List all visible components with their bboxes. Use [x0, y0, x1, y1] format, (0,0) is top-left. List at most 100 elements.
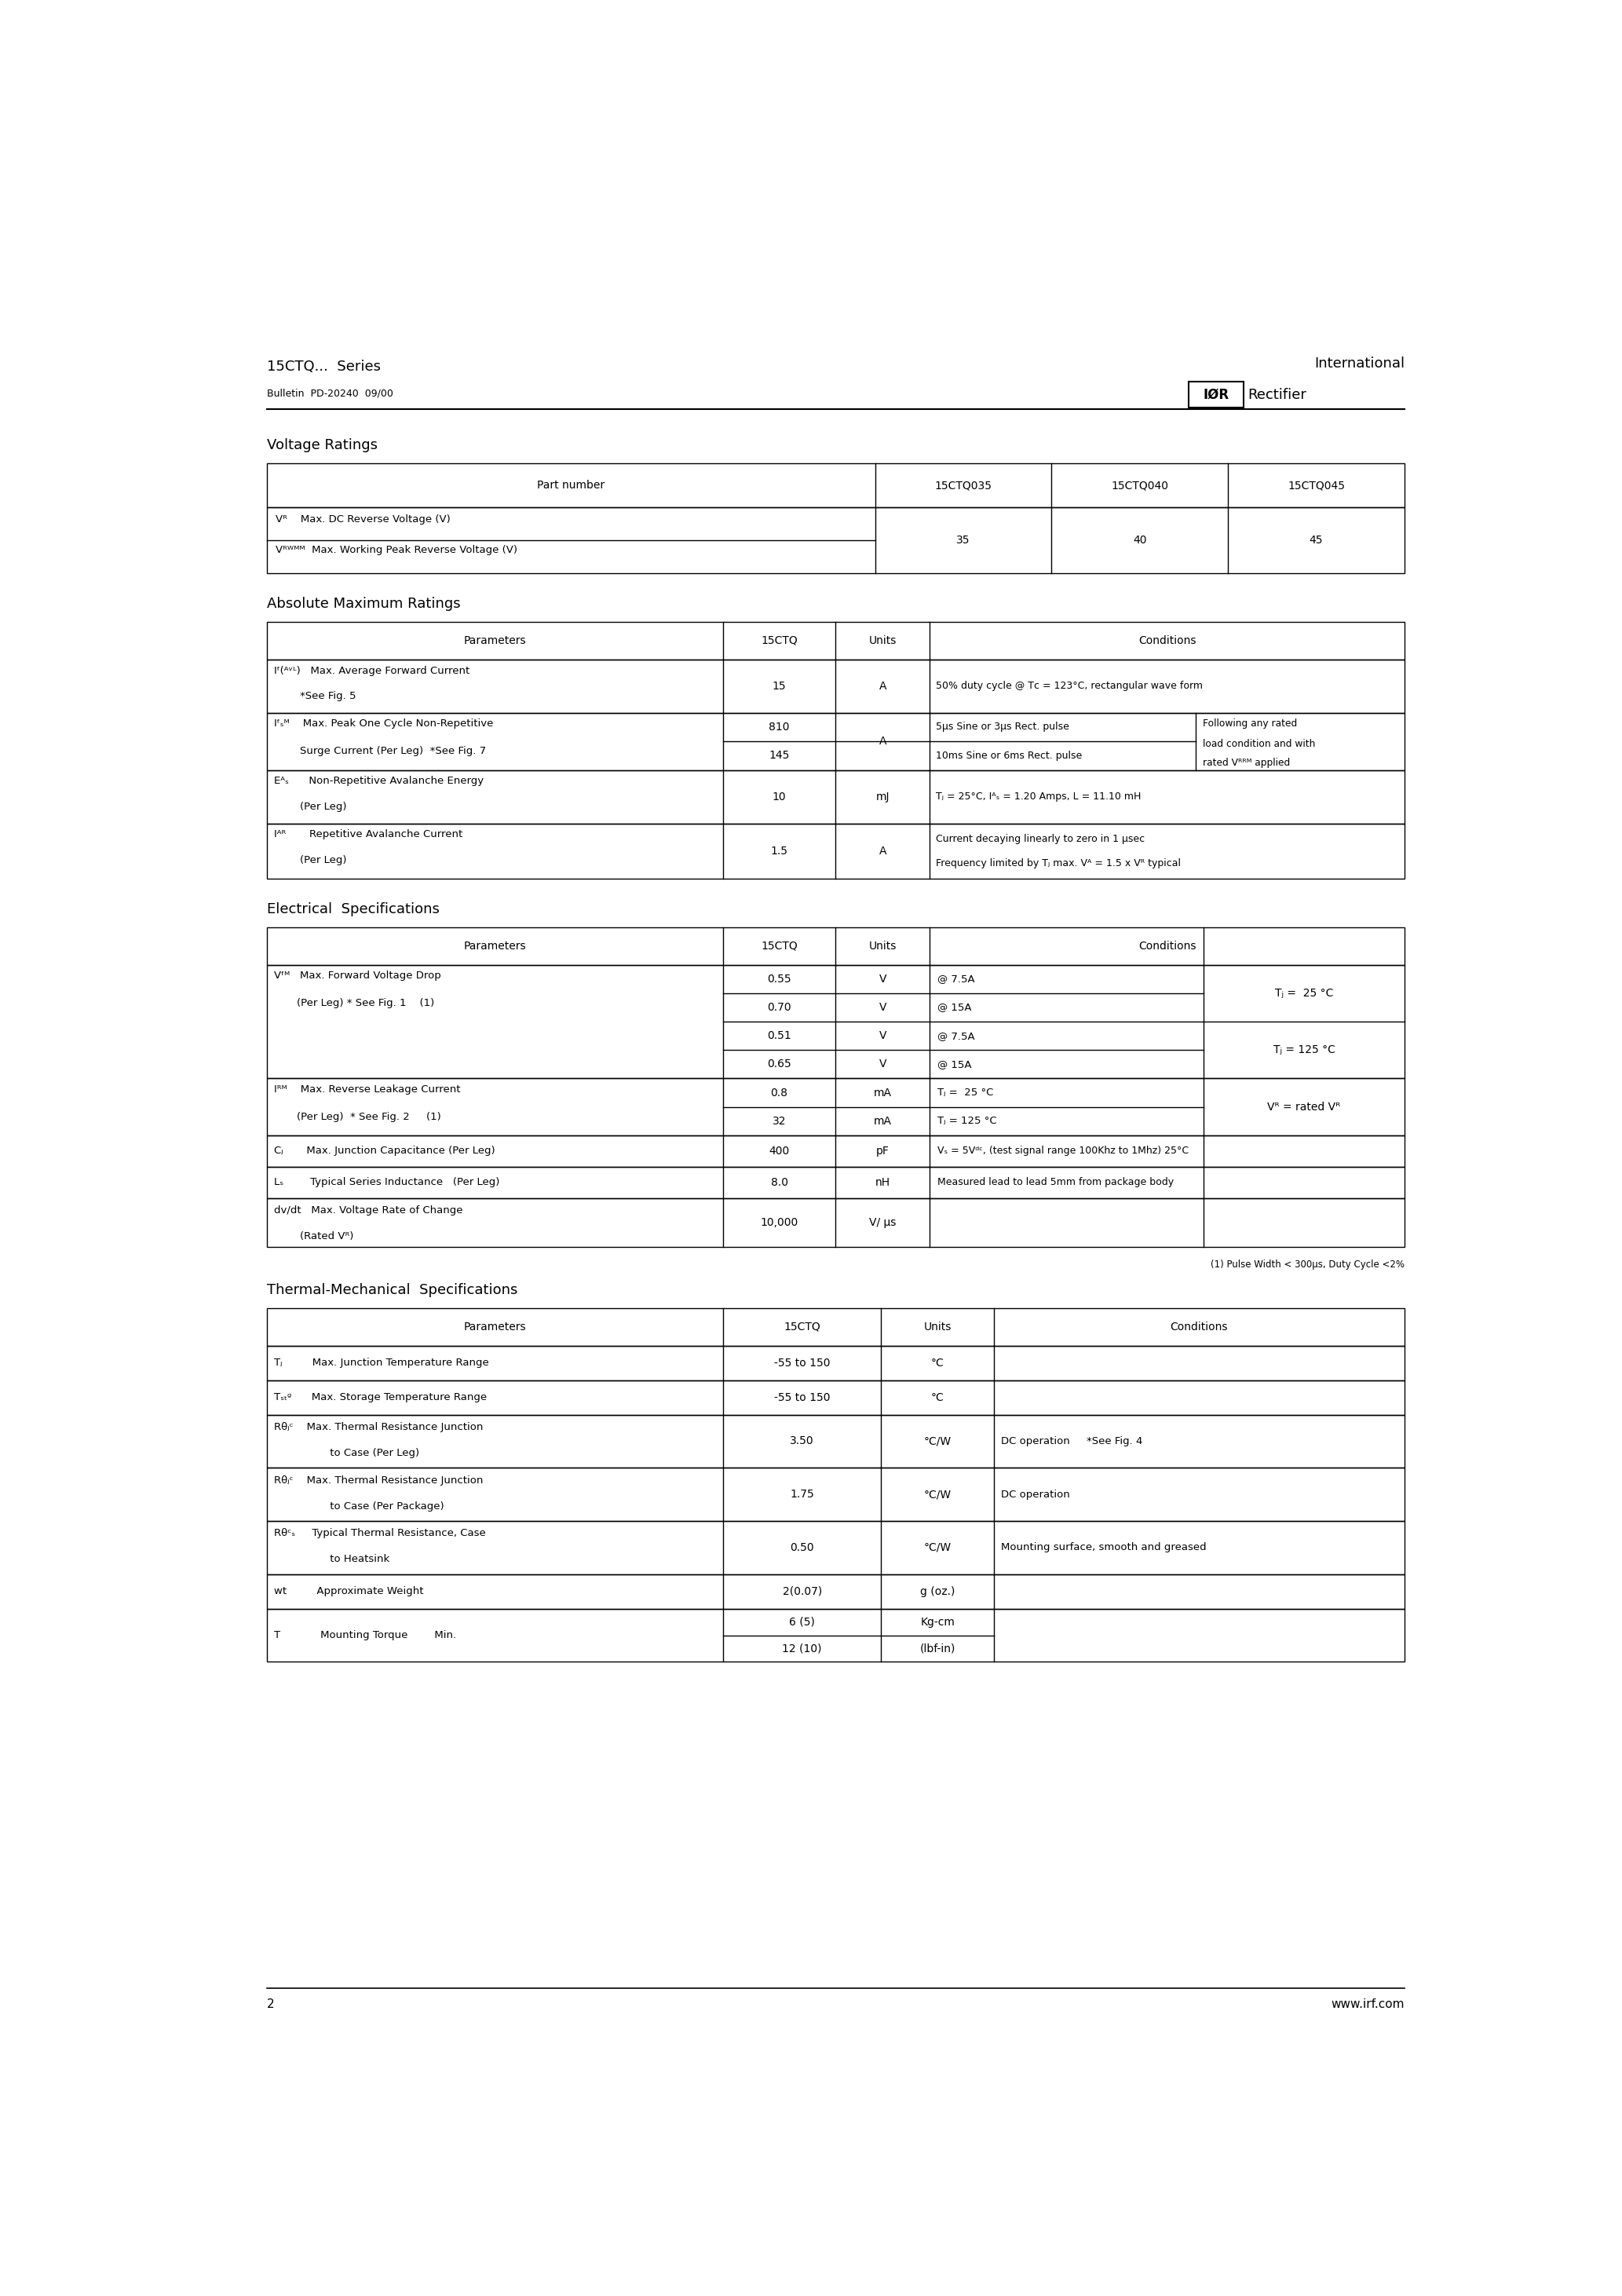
Text: 2(0.07): 2(0.07)	[782, 1587, 822, 1598]
Bar	[1189, 381, 1242, 406]
Text: -55 to 150: -55 to 150	[774, 1357, 830, 1368]
Text: Iᶠ(ᴬᵛᴸ)   Max. Average Forward Current: Iᶠ(ᴬᵛᴸ) Max. Average Forward Current	[274, 666, 470, 675]
Text: 8.0: 8.0	[770, 1178, 788, 1187]
Text: Measured lead to lead 5mm from package body: Measured lead to lead 5mm from package b…	[938, 1178, 1174, 1187]
Bar	[266, 964, 1405, 1079]
Text: Surge Current (Per Leg)  *See Fig. 7: Surge Current (Per Leg) *See Fig. 7	[300, 746, 487, 755]
Text: Tⱼ = 125 °C: Tⱼ = 125 °C	[938, 1116, 996, 1127]
Bar	[266, 622, 1405, 659]
Bar	[266, 1199, 1405, 1247]
Text: to Case (Per Leg): to Case (Per Leg)	[300, 1449, 420, 1458]
Text: Rθⱼᶜ    Max. Thermal Resistance Junction: Rθⱼᶜ Max. Thermal Resistance Junction	[274, 1421, 483, 1433]
Text: @ 15A: @ 15A	[938, 1003, 972, 1013]
Bar	[266, 1414, 1405, 1467]
Text: A: A	[879, 680, 886, 691]
Text: to Heatsink: to Heatsink	[300, 1554, 389, 1564]
Text: Voltage Ratings: Voltage Ratings	[266, 439, 378, 452]
Text: International: International	[1314, 356, 1405, 370]
Bar	[266, 464, 1405, 507]
Text: (Per Leg): (Per Leg)	[300, 854, 347, 866]
Text: V: V	[879, 1031, 886, 1042]
Text: Iᴿᴹ    Max. Reverse Leakage Current: Iᴿᴹ Max. Reverse Leakage Current	[274, 1084, 461, 1095]
Text: Rectifier: Rectifier	[1247, 388, 1307, 402]
Text: Vᴿ    Max. DC Reverse Voltage (V): Vᴿ Max. DC Reverse Voltage (V)	[276, 514, 451, 523]
Text: Tⱼ = 125 °C: Tⱼ = 125 °C	[1273, 1045, 1335, 1056]
Text: Tₛₜᵍ      Max. Storage Temperature Range: Tₛₜᵍ Max. Storage Temperature Range	[274, 1391, 487, 1403]
Text: IØR: IØR	[1204, 388, 1229, 402]
Bar	[266, 712, 1405, 769]
Text: Iᶠₛᴹ    Max. Peak One Cycle Non-Repetitive: Iᶠₛᴹ Max. Peak One Cycle Non-Repetitive	[274, 719, 493, 728]
Text: 810: 810	[769, 721, 790, 732]
Text: to Case (Per Package): to Case (Per Package)	[300, 1502, 444, 1511]
Text: °C/W: °C/W	[923, 1543, 950, 1552]
Text: 10ms Sine or 6ms Rect. pulse: 10ms Sine or 6ms Rect. pulse	[936, 751, 1082, 760]
Text: Rθⱼᶜ    Max. Thermal Resistance Junction: Rθⱼᶜ Max. Thermal Resistance Junction	[274, 1474, 483, 1486]
Bar	[266, 824, 1405, 879]
Text: Eᴬₛ      Non-Repetitive Avalanche Energy: Eᴬₛ Non-Repetitive Avalanche Energy	[274, 776, 483, 785]
Text: Conditions: Conditions	[1139, 636, 1195, 645]
Text: Part number: Part number	[537, 480, 605, 491]
Text: 400: 400	[769, 1146, 790, 1157]
Text: (Per Leg): (Per Leg)	[300, 801, 347, 813]
Text: 15CTQ...  Series: 15CTQ... Series	[266, 360, 381, 374]
Text: g (oz.): g (oz.)	[920, 1587, 955, 1598]
Text: *See Fig. 5: *See Fig. 5	[300, 691, 357, 700]
Text: load condition and with: load condition and with	[1204, 739, 1315, 748]
Bar	[266, 928, 1405, 964]
Text: Parameters: Parameters	[464, 1322, 526, 1332]
Text: wt         Approximate Weight: wt Approximate Weight	[274, 1587, 423, 1596]
Text: 3.50: 3.50	[790, 1435, 814, 1446]
Text: 1.75: 1.75	[790, 1488, 814, 1499]
Text: °C/W: °C/W	[923, 1488, 950, 1499]
Text: Units: Units	[923, 1322, 952, 1332]
Text: pF: pF	[876, 1146, 889, 1157]
Text: V: V	[879, 1058, 886, 1070]
Bar	[266, 1520, 1405, 1575]
Text: Kg-cm: Kg-cm	[920, 1616, 955, 1628]
Text: Following any rated: Following any rated	[1204, 719, 1298, 728]
Text: 0.70: 0.70	[767, 1001, 792, 1013]
Bar	[266, 1345, 1405, 1380]
Text: dv/dt   Max. Voltage Rate of Change: dv/dt Max. Voltage Rate of Change	[274, 1205, 462, 1215]
Bar	[266, 1166, 1405, 1199]
Text: V: V	[879, 974, 886, 985]
Text: Vᴿ = rated Vᴿ: Vᴿ = rated Vᴿ	[1267, 1102, 1341, 1111]
Text: °C: °C	[931, 1357, 944, 1368]
Text: (1) Pulse Width < 300μs, Duty Cycle <2%: (1) Pulse Width < 300μs, Duty Cycle <2%	[1210, 1261, 1405, 1270]
Bar	[266, 507, 1405, 574]
Text: Rθᶜₛ     Typical Thermal Resistance, Case: Rθᶜₛ Typical Thermal Resistance, Case	[274, 1529, 485, 1538]
Text: Bulletin  PD-20240  09/00: Bulletin PD-20240 09/00	[266, 388, 393, 400]
Text: 15CTQ035: 15CTQ035	[934, 480, 993, 491]
Text: Cⱼ       Max. Junction Capacitance (Per Leg): Cⱼ Max. Junction Capacitance (Per Leg)	[274, 1146, 495, 1157]
Text: T            Mounting Torque        Min.: T Mounting Torque Min.	[274, 1630, 456, 1639]
Text: rated Vᴿᴿᴹ applied: rated Vᴿᴿᴹ applied	[1204, 758, 1289, 767]
Text: 10,000: 10,000	[761, 1217, 798, 1228]
Text: Iᴬᴿ       Repetitive Avalanche Current: Iᴬᴿ Repetitive Avalanche Current	[274, 829, 462, 840]
Text: Tⱼ         Max. Junction Temperature Range: Tⱼ Max. Junction Temperature Range	[274, 1357, 488, 1368]
Text: Tⱼ =  25 °C: Tⱼ = 25 °C	[938, 1088, 993, 1097]
Text: 0.51: 0.51	[767, 1031, 792, 1042]
Bar	[266, 1309, 1405, 1345]
Text: 15CTQ: 15CTQ	[783, 1322, 821, 1332]
Bar	[266, 1134, 1405, 1166]
Text: 0.65: 0.65	[767, 1058, 792, 1070]
Text: 1.5: 1.5	[770, 845, 788, 856]
Text: Current decaying linearly to zero in 1 μsec: Current decaying linearly to zero in 1 μ…	[936, 833, 1145, 845]
Text: Vᶠᴹ   Max. Forward Voltage Drop: Vᶠᴹ Max. Forward Voltage Drop	[274, 971, 441, 980]
Text: V/ μs: V/ μs	[869, 1217, 897, 1228]
Text: A: A	[879, 737, 886, 746]
Text: DC operation     *See Fig. 4: DC operation *See Fig. 4	[1001, 1435, 1142, 1446]
Text: 32: 32	[772, 1116, 787, 1127]
Text: Mounting surface, smooth and greased: Mounting surface, smooth and greased	[1001, 1543, 1207, 1552]
Text: 15: 15	[772, 680, 787, 691]
Text: Conditions: Conditions	[1169, 1322, 1228, 1332]
Text: Lₛ        Typical Series Inductance   (Per Leg): Lₛ Typical Series Inductance (Per Leg)	[274, 1178, 500, 1187]
Bar	[266, 1609, 1405, 1662]
Text: (lbf-in): (lbf-in)	[920, 1644, 955, 1653]
Text: 0.8: 0.8	[770, 1088, 788, 1097]
Text: 0.50: 0.50	[790, 1543, 814, 1552]
Text: 45: 45	[1309, 535, 1324, 546]
Text: 35: 35	[957, 535, 970, 546]
Text: 40: 40	[1132, 535, 1147, 546]
Text: Conditions: Conditions	[1139, 941, 1195, 951]
